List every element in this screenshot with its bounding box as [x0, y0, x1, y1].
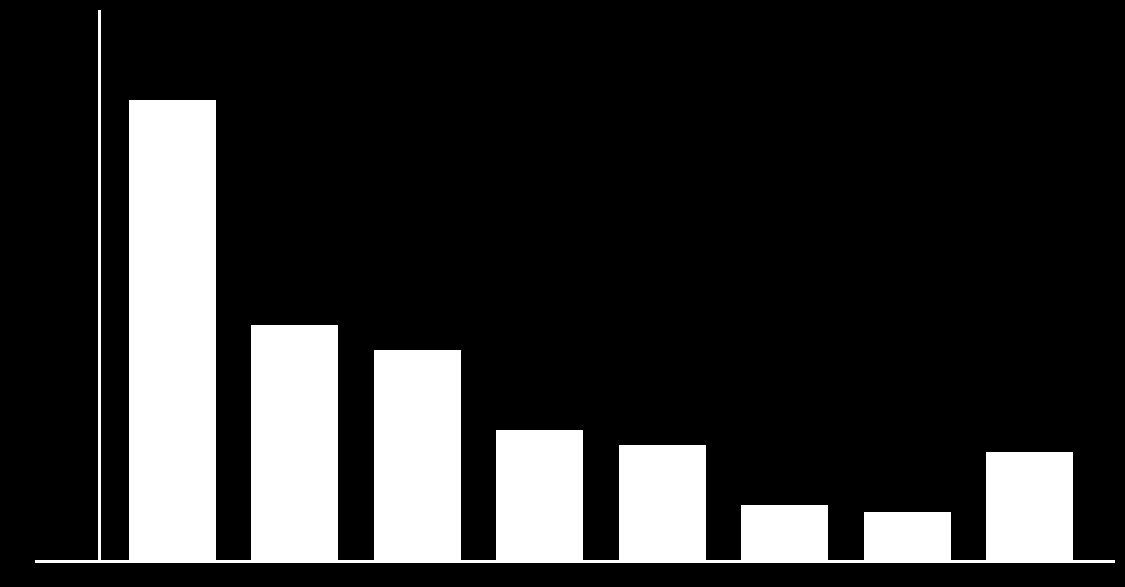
bar-2: [374, 350, 461, 560]
y-axis: [98, 10, 101, 560]
bar-7: [986, 452, 1073, 560]
bar-3: [496, 430, 583, 560]
bar-5: [741, 505, 828, 560]
bar-chart: [0, 0, 1125, 587]
x-axis: [35, 560, 1115, 563]
bar-4: [619, 445, 706, 560]
bar-6: [864, 512, 951, 560]
bar-1: [251, 325, 338, 560]
bar-0: [129, 100, 216, 560]
